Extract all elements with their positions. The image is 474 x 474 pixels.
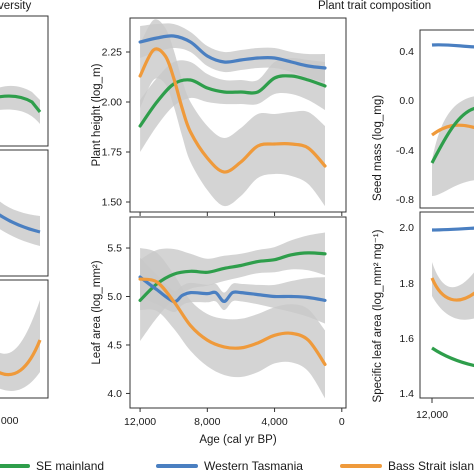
- leaf-area-ylabel: Leaf area (log_mm²): [91, 260, 103, 364]
- legend-item: Bass Strait islands: [340, 459, 474, 473]
- legend-item: SE mainland: [0, 459, 104, 473]
- left-panel-mid-blue-line: [0, 213, 41, 234]
- sla-green-line: [431, 346, 474, 368]
- legend-label: SE mainland: [36, 459, 104, 473]
- sla-blue-line: [431, 226, 474, 232]
- leaf-area-line-1: [138, 251, 327, 302]
- seed-mass-ylabel: Seed mass (log_mg): [372, 95, 384, 201]
- leaf-area-band-3: [140, 248, 325, 399]
- leaf-area-line-3: [138, 277, 327, 366]
- sla-frame: [419, 211, 474, 399]
- leaf-area-ytick-label: 5.5: [107, 243, 122, 255]
- plant-height-line-1: [138, 74, 327, 128]
- sla-ylabel: Specific leaf area (log_mm² mg⁻¹): [372, 229, 384, 402]
- seed-mass-blue-line: [431, 43, 474, 49]
- plant-height-ytick-label: 1.50: [102, 197, 123, 209]
- leaf-area-xlabel: Age (cal yr BP): [199, 434, 276, 446]
- left-panel-bot-band: [0, 300, 40, 391]
- plant-height-ytick-label: 1.75: [102, 147, 123, 159]
- left-panel-top-green-line: [0, 94, 42, 113]
- leaf-area-xtick-label: 4,000: [261, 416, 287, 428]
- plant-height-frame: [129, 17, 347, 213]
- left-partial-panels: versity ,000: [0, 0, 49, 427]
- plant-height-line-2: [138, 34, 327, 70]
- plant-height-ytick-label: 2.00: [102, 97, 123, 109]
- leaf-area-ytick-label: 5.0: [107, 291, 122, 303]
- seed-mass-green-line: [430, 107, 474, 164]
- left-x-tick-label: ,000: [0, 415, 19, 427]
- svg-text:0.4: 0.4: [399, 46, 414, 58]
- sla-x-tick-label: 12,000: [416, 409, 448, 421]
- legend: SE mainland Western Tasmania Bass Strait i…: [0, 459, 474, 473]
- right-column-header: Plant trait composition: [318, 0, 431, 12]
- leaf-area-frame: [129, 216, 347, 409]
- leaf-area-ytick-label: 4.0: [107, 388, 122, 400]
- seed-mass-band: [432, 96, 474, 196]
- left-panel-bot-orange-line: [0, 339, 42, 377]
- seed-mass-yticks: 0.4 0.0 -0.4 -0.8: [396, 46, 414, 206]
- svg-text:0.0: 0.0: [399, 95, 414, 107]
- plant-height-band-1: [140, 57, 325, 152]
- svg-text:-0.4: -0.4: [396, 145, 414, 157]
- seed-mass-orange-line: [431, 123, 474, 137]
- sla-orange-line: [430, 277, 474, 302]
- seed-mass-frame: [419, 29, 474, 209]
- left-column-header: versity: [0, 0, 31, 12]
- plant-height-chart: 1.50 1.75 2.00 2.25 Plant height (log_m): [91, 17, 347, 216]
- plant-height-ylabel: Plant height (log_m): [91, 63, 103, 166]
- plant-height-band-3: [140, 19, 325, 207]
- svg-text:1.6: 1.6: [399, 333, 414, 345]
- svg-text:-0.8: -0.8: [396, 194, 414, 206]
- right-partial-panels: Plant trait composition Seed mass (log_m…: [318, 0, 474, 421]
- legend-label: Bass Strait islands: [388, 459, 474, 473]
- leaf-area-xtick-label: 0: [339, 416, 345, 428]
- svg-text:1.8: 1.8: [399, 278, 414, 290]
- legend-label: Western Tasmania: [204, 459, 303, 473]
- leaf-area-ytick-label: 4.5: [107, 339, 122, 351]
- legend-item: Western Tasmania: [156, 459, 303, 473]
- sla-band: [432, 262, 474, 320]
- left-panel-mid-band: [0, 201, 40, 246]
- leaf-area-xtick-label: 8,000: [194, 416, 220, 428]
- leaf-area-xtick-label: 12,000: [124, 416, 156, 428]
- left-panel-bot-frame: [0, 279, 49, 399]
- left-panel-top-frame: [0, 15, 49, 147]
- sla-yticks: 2.0 1.8 1.6 1.4: [399, 222, 414, 400]
- svg-text:1.4: 1.4: [399, 388, 414, 400]
- leaf-area-chart: 4.0 4.5 5.0 5.5 12,000 8,000 4,000 0 Leaf area (…: [91, 216, 347, 446]
- plant-height-plot-area: [138, 19, 327, 207]
- left-panel-mid-frame: [0, 149, 49, 277]
- svg-text:2.0: 2.0: [399, 222, 414, 234]
- plant-height-ytick-label: 2.25: [102, 47, 123, 59]
- plant-height-band-2: [140, 23, 325, 83]
- plant-height-line-3: [138, 47, 327, 174]
- leaf-area-plot-area: [138, 232, 327, 399]
- leaf-area-line-2: [138, 275, 327, 304]
